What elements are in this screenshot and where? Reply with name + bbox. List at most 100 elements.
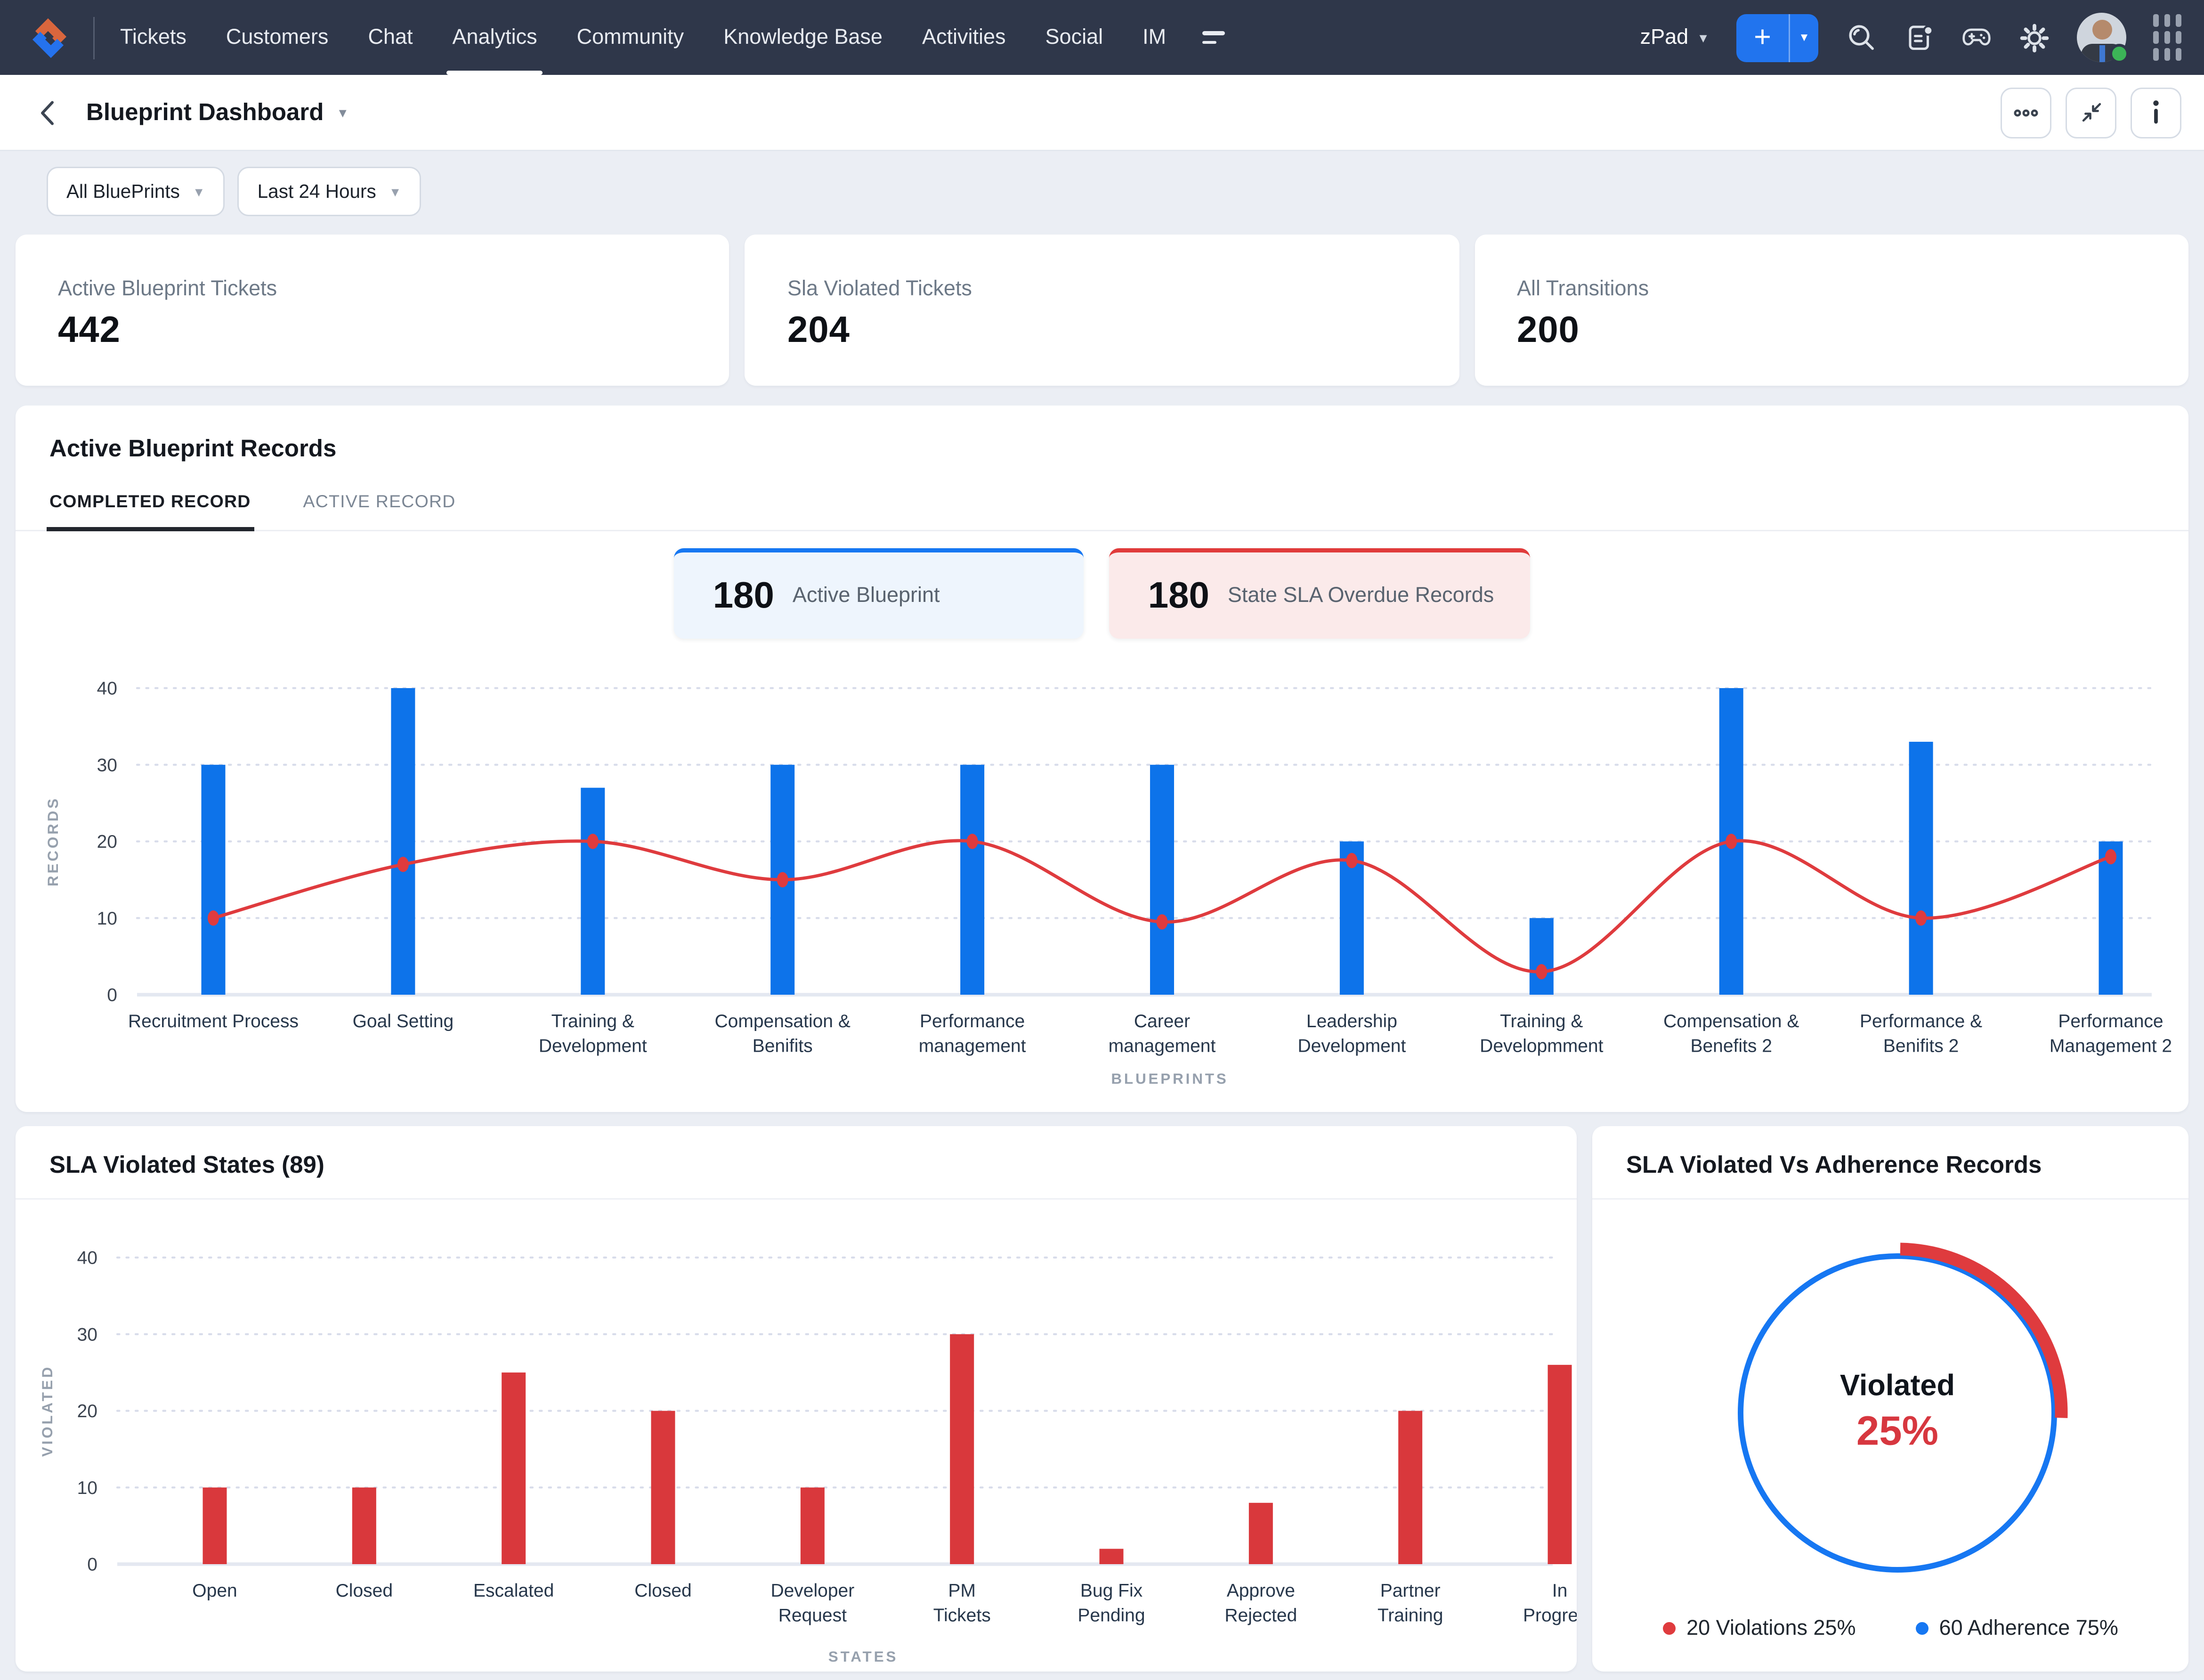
nav-item-community[interactable]: Community bbox=[576, 25, 684, 49]
bar[interactable] bbox=[581, 787, 605, 995]
line-point[interactable] bbox=[1346, 852, 1358, 868]
bar[interactable] bbox=[1150, 764, 1174, 995]
line-point[interactable] bbox=[1536, 964, 1548, 980]
line-point[interactable] bbox=[2105, 849, 2116, 865]
back-button[interactable] bbox=[40, 100, 55, 125]
add-dropdown-caret[interactable]: ▼ bbox=[1789, 13, 1818, 62]
bar[interactable] bbox=[800, 1487, 825, 1564]
panel-title: Active Blueprint Records bbox=[49, 435, 337, 462]
sla-violated-states-panel: SLA Violated States (89) 0 10 20 30 40 VIOLAT… bbox=[16, 1126, 1577, 1672]
bar[interactable] bbox=[1248, 1502, 1273, 1564]
kpi-card-all-transitions[interactable]: All Transitions 200 bbox=[1474, 235, 2188, 386]
x-category-label: Developmment bbox=[1480, 1036, 1603, 1056]
line-point[interactable] bbox=[208, 910, 219, 926]
x-category-label: Development bbox=[1298, 1036, 1406, 1056]
line-point[interactable] bbox=[397, 857, 409, 872]
line-point[interactable] bbox=[777, 872, 788, 888]
add-icon[interactable]: + bbox=[1754, 20, 1771, 53]
line-point[interactable] bbox=[1915, 910, 1927, 926]
apps-grid-icon[interactable] bbox=[2153, 14, 2181, 61]
dashboard-switcher-caret[interactable]: ▼ bbox=[336, 105, 349, 120]
kpi-cards-row: Active Blueprint Tickets 442 Sla Violate… bbox=[16, 235, 2188, 386]
legend-item-violations[interactable]: 20 Violations 25% bbox=[1662, 1616, 1856, 1640]
y-tick-label: 20 bbox=[97, 832, 117, 852]
tab-completed-record[interactable]: COMPLETED RECORD bbox=[47, 492, 253, 531]
bar[interactable] bbox=[352, 1487, 376, 1564]
sla-donut-chart bbox=[1738, 1242, 2068, 1573]
x-axis-title: BLUEPRINTS bbox=[1111, 1070, 1228, 1087]
nav-item-analytics[interactable]: Analytics bbox=[446, 0, 543, 75]
bar[interactable] bbox=[1548, 1364, 1572, 1564]
nav-divider bbox=[93, 16, 95, 59]
x-category-label: Partner bbox=[1380, 1581, 1441, 1601]
user-avatar[interactable] bbox=[2077, 13, 2129, 64]
bar[interactable] bbox=[502, 1372, 526, 1564]
line-point[interactable] bbox=[587, 834, 599, 849]
bar[interactable] bbox=[203, 1487, 227, 1564]
x-category-label: Bug Fix bbox=[1080, 1581, 1143, 1601]
nav-item-activities[interactable]: Activities bbox=[922, 25, 1006, 49]
trend-line bbox=[213, 839, 2112, 974]
nav-item-customers[interactable]: Customers bbox=[226, 25, 329, 49]
time-range-filter-dropdown[interactable]: Last 24 Hours ▼ bbox=[237, 167, 421, 216]
summary-chips-row: 180 Active Blueprint 180 State SLA Overd… bbox=[16, 548, 2188, 639]
line-point[interactable] bbox=[966, 834, 978, 849]
x-category-label: Progress bbox=[1523, 1606, 1577, 1626]
blueprint-filter-dropdown[interactable]: All BluePrints ▼ bbox=[47, 167, 225, 216]
sla-violated-states-chart: 0 10 20 30 40 VIOLATED Open Closed Escalated Clos… bbox=[39, 1248, 1577, 1665]
search-icon[interactable] bbox=[1845, 22, 1876, 53]
kpi-card-active-blueprint-tickets[interactable]: Active Blueprint Tickets 442 bbox=[16, 235, 729, 386]
add-split-button: + ▼ bbox=[1736, 13, 1818, 62]
state-sla-overdue-chip[interactable]: 180 State SLA Overdue Records bbox=[1108, 548, 1531, 639]
tab-active-record[interactable]: ACTIVE RECORD bbox=[303, 492, 456, 511]
feeds-icon[interactable] bbox=[1903, 22, 1934, 53]
bar[interactable] bbox=[391, 688, 415, 995]
x-category-label: Closed bbox=[634, 1581, 691, 1601]
x-category-label: management bbox=[1109, 1036, 1216, 1056]
workspace-selector[interactable]: zPad ▼ bbox=[1640, 25, 1710, 49]
app-logo[interactable] bbox=[25, 12, 73, 63]
x-category-label: Recruitment Process bbox=[128, 1011, 299, 1031]
line-point[interactable] bbox=[1726, 834, 1737, 849]
workspace-label: zPad bbox=[1640, 25, 1689, 49]
y-tick-label: 0 bbox=[87, 1555, 97, 1575]
chevron-down-icon: ▼ bbox=[192, 184, 205, 199]
nav-item-social[interactable]: Social bbox=[1045, 25, 1103, 49]
ellipsis-icon[interactable] bbox=[2001, 87, 2051, 138]
violations-arc[interactable] bbox=[1900, 1242, 2068, 1418]
bar[interactable] bbox=[1909, 741, 1933, 995]
x-category-label: Training & bbox=[1500, 1011, 1583, 1031]
bar[interactable] bbox=[1398, 1411, 1423, 1565]
line-point[interactable] bbox=[1156, 914, 1168, 930]
nav-item-tickets[interactable]: Tickets bbox=[120, 25, 186, 49]
bar[interactable] bbox=[201, 764, 226, 995]
filter-bar: All BluePrints ▼ Last 24 Hours ▼ bbox=[47, 167, 421, 216]
bar[interactable] bbox=[960, 764, 985, 995]
info-icon[interactable] bbox=[2131, 87, 2181, 138]
kpi-card-sla-violated-tickets[interactable]: Sla Violated Tickets 204 bbox=[745, 235, 1459, 386]
bar[interactable] bbox=[1099, 1549, 1124, 1564]
bar[interactable] bbox=[651, 1411, 675, 1565]
x-category-label: Benifits 2 bbox=[1883, 1036, 1959, 1056]
more-nav-icon[interactable] bbox=[1203, 31, 1226, 44]
x-category-label: Development bbox=[539, 1036, 647, 1056]
nav-right-cluster: zPad ▼ + ▼ bbox=[1640, 13, 2204, 64]
settings-gear-icon[interactable] bbox=[2019, 22, 2050, 53]
active-blueprint-chip[interactable]: 180 Active Blueprint bbox=[673, 548, 1083, 639]
collapse-icon[interactable] bbox=[2066, 87, 2116, 138]
y-tick-label: 30 bbox=[77, 1324, 97, 1345]
bar[interactable] bbox=[1529, 918, 1554, 995]
y-tick-label: 40 bbox=[77, 1248, 97, 1268]
y-tick-label: 10 bbox=[77, 1478, 97, 1498]
x-category-label: Benefits 2 bbox=[1690, 1036, 1772, 1056]
adherence-ring[interactable] bbox=[1738, 1253, 2057, 1573]
nav-item-knowledge-base[interactable]: Knowledge Base bbox=[723, 25, 883, 49]
bar[interactable] bbox=[950, 1334, 974, 1564]
bar[interactable] bbox=[2099, 841, 2123, 995]
games-icon[interactable] bbox=[1961, 22, 1992, 53]
x-category-label: Open bbox=[192, 1581, 237, 1601]
legend-item-adherence[interactable]: 60 Adherence 75% bbox=[1915, 1616, 2118, 1640]
nav-item-chat[interactable]: Chat bbox=[368, 25, 413, 49]
nav-item-im[interactable]: IM bbox=[1143, 25, 1167, 49]
y-tick-label: 10 bbox=[97, 909, 117, 929]
